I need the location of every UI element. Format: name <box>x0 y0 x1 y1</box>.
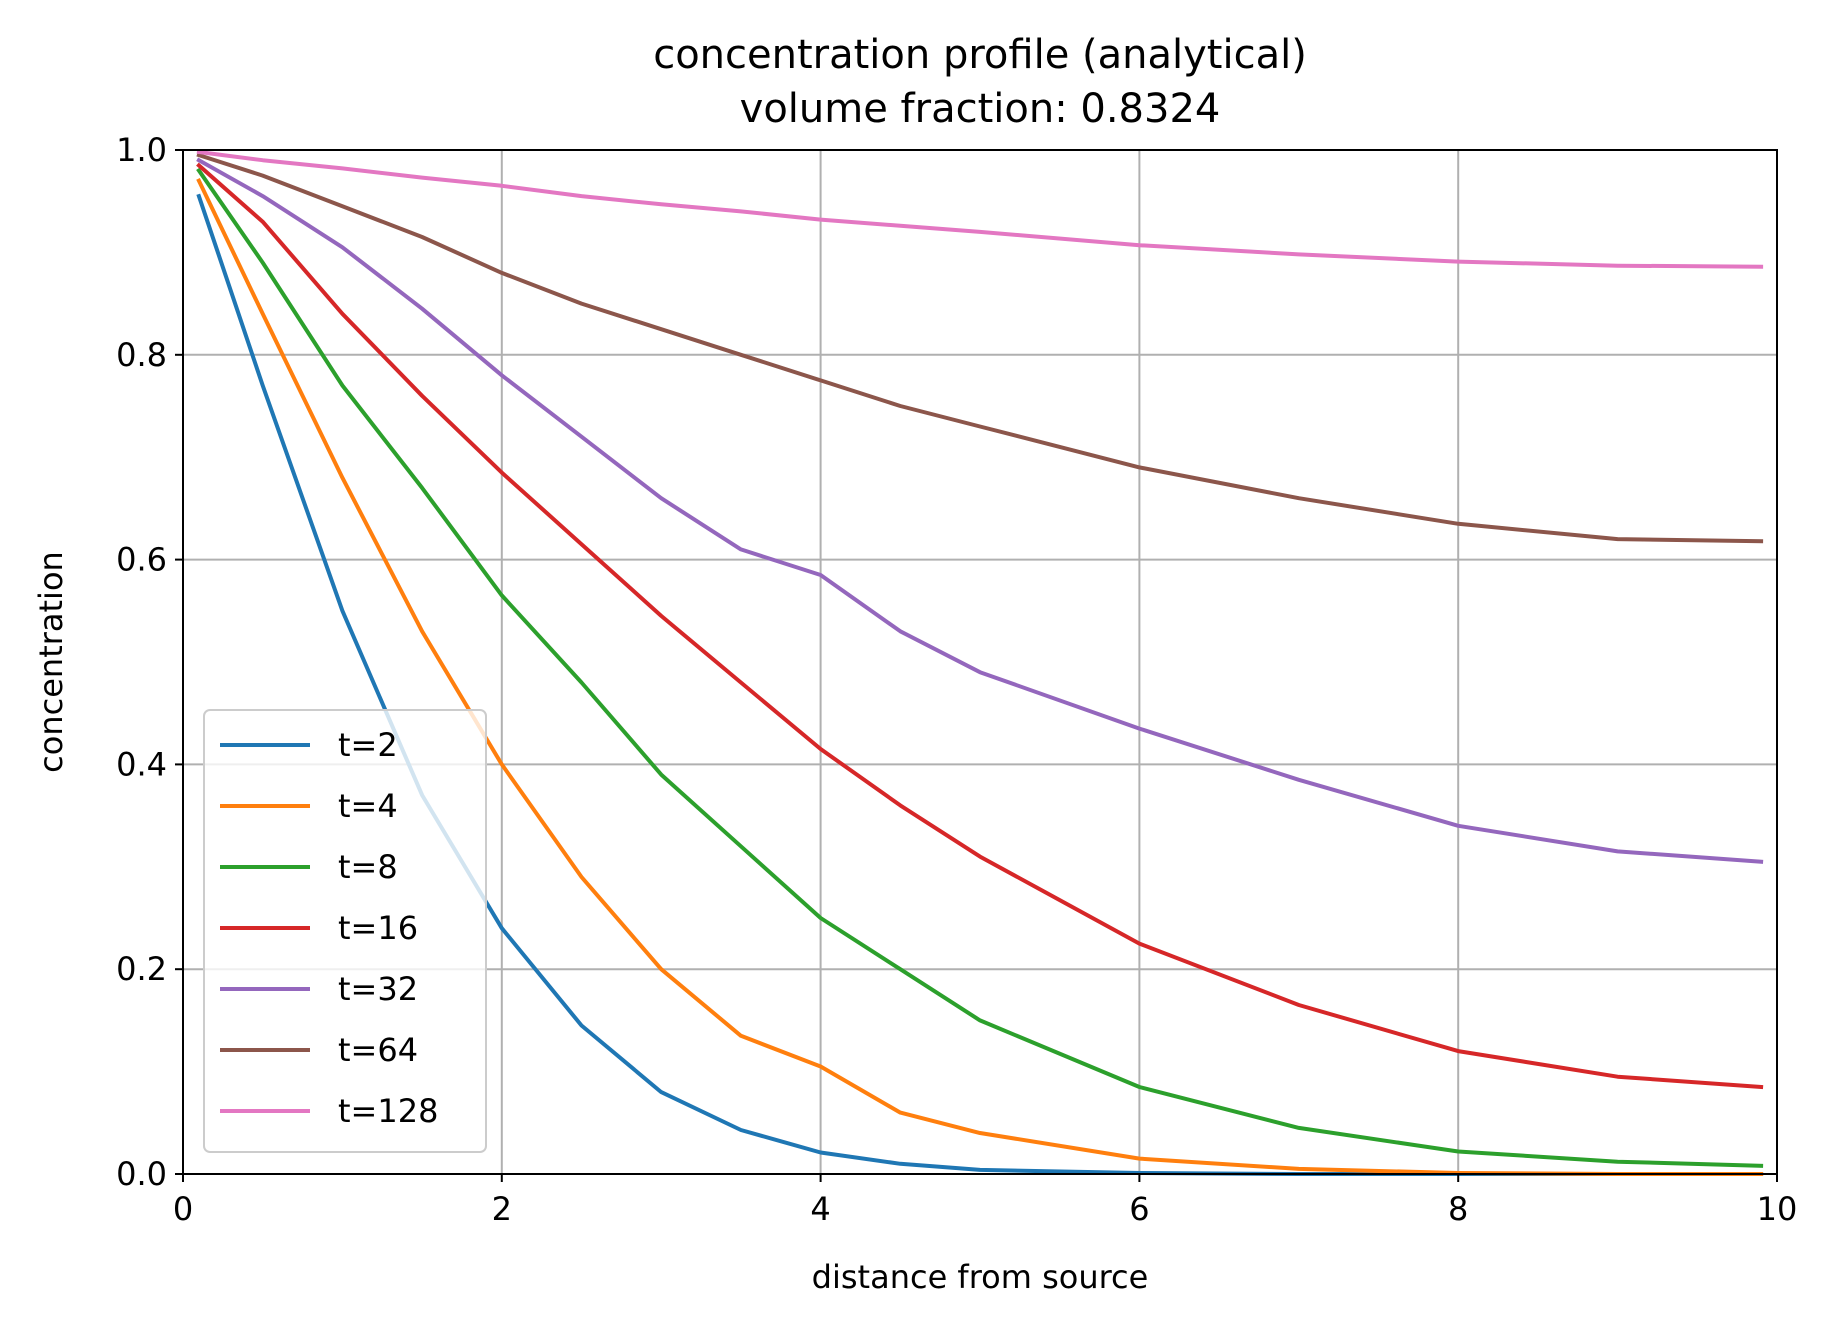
y-tick-label: 0.2 <box>116 950 167 988</box>
series-line-t-128 <box>196 149 1764 269</box>
legend-label: t=16 <box>338 909 418 947</box>
x-axis-label: distance from source <box>812 1258 1149 1296</box>
legend-label: t=128 <box>338 1092 438 1130</box>
x-axis-ticks: 0 2 4 6 8 10 <box>173 1174 1798 1228</box>
chart-title: concentration profile (analytical) <box>653 32 1307 78</box>
legend-label: t=32 <box>338 970 418 1008</box>
series-line-t-8 <box>196 167 1764 1168</box>
x-tick-label: 8 <box>1448 1190 1468 1228</box>
y-tick-label: 0.8 <box>116 336 167 374</box>
legend: t=2 t=4 t=8 t=16 t=32 t=64 t=128 <box>203 709 487 1153</box>
legend-label: t=2 <box>338 726 398 764</box>
series-line-t-16 <box>196 162 1764 1090</box>
series-line-t-32 <box>196 157 1764 864</box>
legend-box <box>203 709 487 1153</box>
x-tick-label: 6 <box>1129 1190 1149 1228</box>
legend-label: t=8 <box>338 848 398 886</box>
plot-frame <box>182 149 1778 1175</box>
y-tick-label: 0.6 <box>116 541 167 579</box>
x-tick-label: 4 <box>810 1190 830 1228</box>
y-tick-label: 0.0 <box>116 1155 167 1193</box>
y-tick-label: 0.4 <box>116 745 167 783</box>
x-tick-label: 0 <box>173 1190 193 1228</box>
legend-label: t=64 <box>338 1031 418 1069</box>
x-tick-label: 2 <box>492 1190 512 1228</box>
y-axis-label: concentration <box>32 551 70 773</box>
series-line-t-64 <box>196 152 1764 544</box>
y-tick-label: 1.0 <box>116 131 167 169</box>
y-axis-ticks: 0.0 0.2 0.4 0.6 0.8 1.0 <box>116 131 183 1193</box>
chart-subtitle: volume fraction: 0.8324 <box>740 86 1221 132</box>
series-line-t-4 <box>196 178 1764 1176</box>
legend-label: t=4 <box>338 787 398 825</box>
x-tick-label: 10 <box>1757 1190 1798 1228</box>
